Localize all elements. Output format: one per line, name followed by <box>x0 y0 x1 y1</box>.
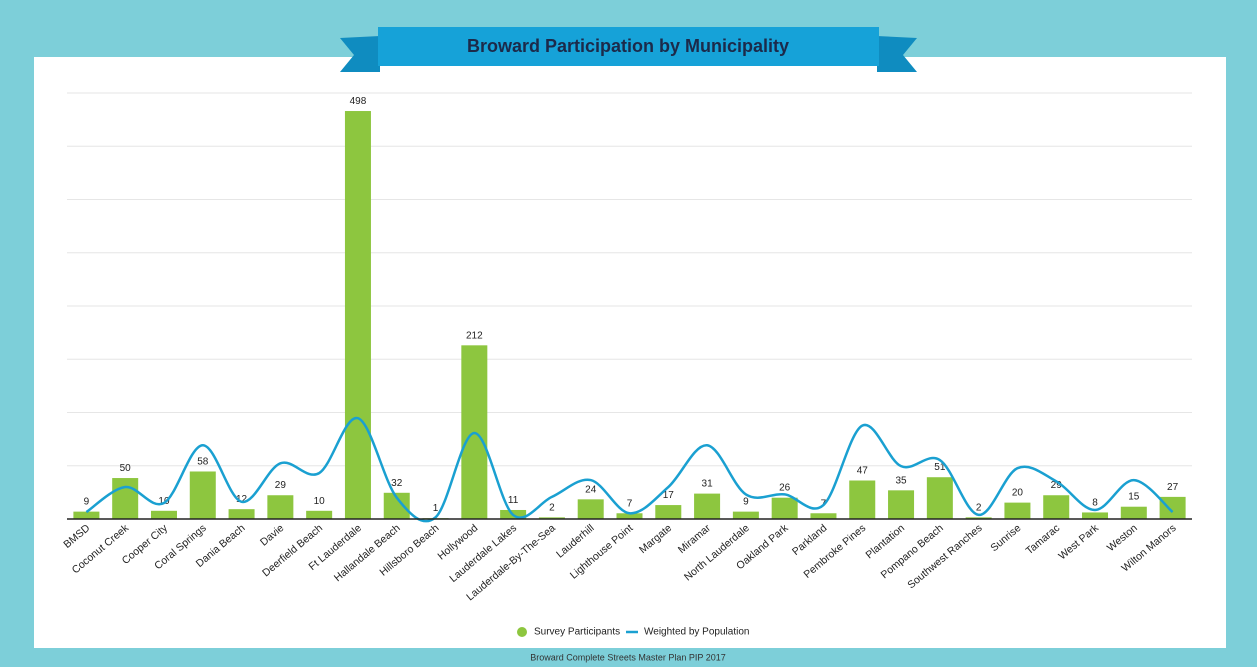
bar <box>1159 496 1186 519</box>
bar <box>1082 512 1109 519</box>
data-label: 10 <box>314 496 326 507</box>
data-label: 26 <box>779 483 791 494</box>
bar <box>694 493 721 519</box>
bar <box>228 509 255 519</box>
data-label: 212 <box>466 330 483 341</box>
data-label: 29 <box>275 480 287 491</box>
data-label: 2 <box>549 502 555 513</box>
data-label: 12 <box>236 494 248 505</box>
data-label: 17 <box>663 490 675 501</box>
bar <box>112 478 139 519</box>
ribbon-left <box>340 36 380 72</box>
footer: Broward Complete Streets Master Plan PIP… <box>530 652 725 662</box>
bar <box>810 513 837 519</box>
banner <box>378 27 879 66</box>
data-label: 2 <box>976 502 982 513</box>
bar <box>1004 502 1031 519</box>
data-label: 35 <box>895 475 907 486</box>
data-label: 1 <box>433 503 439 514</box>
legend-label: Weighted by Population <box>644 627 749 638</box>
data-label: 24 <box>585 484 597 495</box>
bar <box>189 471 216 519</box>
data-label: 9 <box>84 497 90 508</box>
ribbon-right <box>877 36 917 72</box>
legend-swatch <box>517 627 527 637</box>
bar <box>849 480 876 519</box>
bar <box>577 499 604 519</box>
data-label: 10 <box>158 496 170 507</box>
data-label: 8 <box>1092 497 1098 508</box>
bar <box>616 513 643 519</box>
bar <box>771 497 798 519</box>
bar <box>732 511 759 519</box>
data-label: 20 <box>1012 488 1024 499</box>
data-label: 50 <box>120 463 132 474</box>
data-label: 7 <box>627 498 633 509</box>
bar <box>344 111 371 520</box>
bar <box>655 505 682 519</box>
data-label: 51 <box>934 462 946 473</box>
bar <box>73 511 100 519</box>
data-label: 9 <box>743 497 749 508</box>
data-label: 32 <box>391 478 403 489</box>
legend-label: Survey Participants <box>534 627 620 638</box>
bar <box>150 510 177 519</box>
bar <box>888 490 915 519</box>
data-label: 31 <box>702 479 714 490</box>
chart-title: Broward Participation by Municipality <box>467 36 789 56</box>
bar <box>538 517 565 519</box>
bar <box>1120 506 1147 519</box>
data-label: 11 <box>508 495 519 506</box>
data-label: 27 <box>1167 482 1179 493</box>
bar <box>926 477 953 519</box>
data-label: 15 <box>1128 492 1140 503</box>
bar <box>267 495 294 519</box>
bar <box>306 510 333 519</box>
bar <box>965 517 992 519</box>
panel <box>34 57 1226 648</box>
data-label: 29 <box>1051 480 1063 491</box>
bar <box>1043 495 1070 519</box>
data-label: 47 <box>857 465 869 476</box>
line <box>85 416 1174 523</box>
data-label: 498 <box>350 96 367 107</box>
data-label: 58 <box>197 456 209 467</box>
